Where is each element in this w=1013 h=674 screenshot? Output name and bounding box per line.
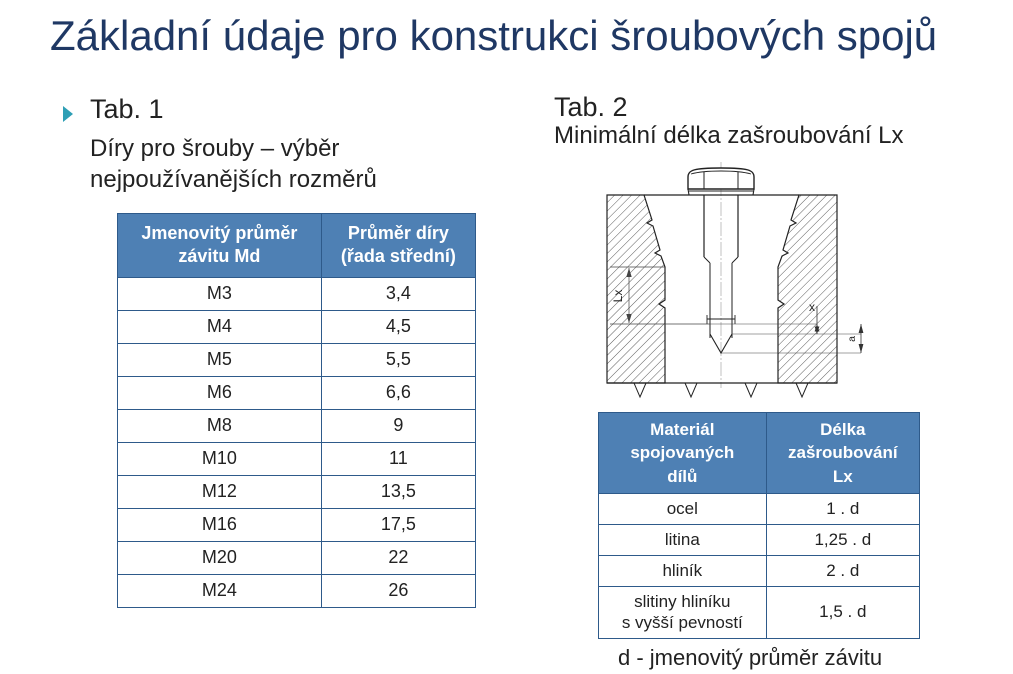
- svg-text:Lx: Lx: [611, 290, 625, 303]
- svg-text:a: a: [846, 336, 858, 342]
- svg-text:x: x: [809, 300, 815, 314]
